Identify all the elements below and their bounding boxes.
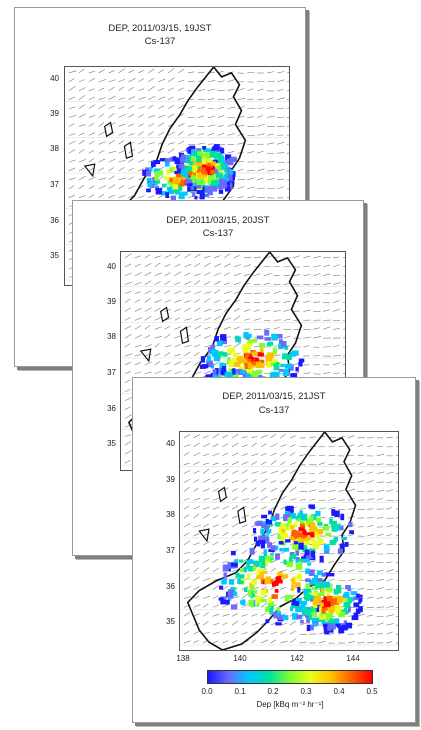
y-tick-label: 40 xyxy=(107,262,116,271)
panel-title: DEP, 2011/03/15, 20JST xyxy=(166,215,270,226)
x-tick-label: 140 xyxy=(233,654,247,663)
coastline-detail xyxy=(198,486,247,543)
colorbar-label: Dep [kBq m⁻² hr⁻¹] xyxy=(256,700,324,709)
panel-21jst: DEP, 2011/03/15, 21JST Cs-137 40 39 38 3… xyxy=(132,377,416,723)
colorbar-tick-label: 0.2 xyxy=(267,687,279,696)
y-tick-label: 35 xyxy=(166,617,175,626)
y-tick-label: 39 xyxy=(166,475,175,484)
panel-title: DEP, 2011/03/15, 21JST xyxy=(222,391,326,402)
colorbar-tick-label: 0.4 xyxy=(333,687,345,696)
coastline-detail xyxy=(83,121,134,178)
colorbar-tick-label: 0.1 xyxy=(234,687,246,696)
panel-subtitle: Cs-137 xyxy=(258,405,290,416)
panel-subtitle: Cs-137 xyxy=(202,228,234,239)
x-tick-label: 138 xyxy=(176,654,190,663)
y-tick-label: 38 xyxy=(107,332,116,341)
y-tick-label: 38 xyxy=(166,510,175,519)
y-tick-label: 40 xyxy=(166,439,175,448)
colorbar xyxy=(207,670,373,684)
panel-title: DEP, 2011/03/15, 19JST xyxy=(108,23,212,34)
y-tick-label: 37 xyxy=(107,368,116,377)
colorbar-tick-label: 0.3 xyxy=(300,687,312,696)
colorbar-tick-label: 0.0 xyxy=(201,687,213,696)
y-tick-label: 36 xyxy=(50,216,59,225)
gridlines xyxy=(180,466,398,646)
y-tick-label: 39 xyxy=(107,297,116,306)
map-canvas xyxy=(180,432,398,650)
x-tick-label: 144 xyxy=(346,654,360,663)
x-tick-label: 142 xyxy=(290,654,304,663)
panel-subtitle: Cs-137 xyxy=(144,36,176,47)
y-tick-label: 36 xyxy=(166,582,175,591)
coastline-detail xyxy=(139,306,190,363)
deposition-map xyxy=(179,431,399,651)
y-tick-label: 37 xyxy=(166,546,175,555)
deposition-field xyxy=(218,504,363,635)
y-tick-label: 39 xyxy=(50,109,59,118)
y-tick-label: 38 xyxy=(50,144,59,153)
colorbar-tick-label: 0.5 xyxy=(366,687,378,696)
deposition-field xyxy=(142,144,237,203)
y-tick-label: 35 xyxy=(107,439,116,448)
y-tick-label: 37 xyxy=(50,180,59,189)
y-tick-label: 40 xyxy=(50,74,59,83)
y-tick-label: 35 xyxy=(50,251,59,260)
y-tick-label: 36 xyxy=(107,404,116,413)
